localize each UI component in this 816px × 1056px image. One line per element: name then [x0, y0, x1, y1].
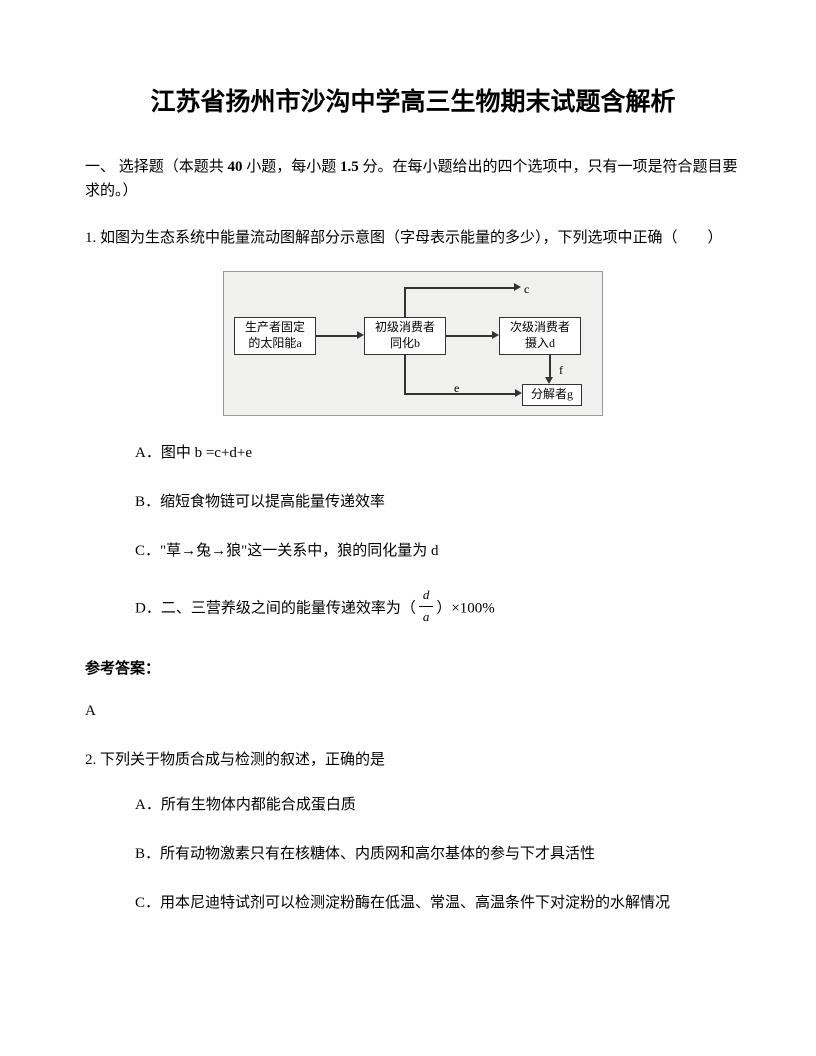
page-title: 江苏省扬州市沙沟中学高三生物期末试题含解析 — [85, 80, 741, 125]
fraction-d-over-a: da — [419, 585, 434, 628]
q1-option-d-post: ）×100% — [436, 601, 494, 617]
label-f: f — [559, 360, 563, 382]
diagram-box-decomposer: 分解者g — [522, 384, 582, 406]
answer-label: 参考答案： — [85, 656, 741, 683]
diagram-box-primary: 初级消费者 同化b — [364, 317, 446, 355]
arrowhead-e — [515, 389, 522, 397]
arrow-2 — [446, 335, 492, 337]
q1-option-d: D．二、三营养级之间的能量传递效率为（da）×100% — [135, 588, 741, 631]
section-prefix: 一、 选择题（本题共 — [85, 159, 228, 175]
q2-option-a: A．所有生物体内都能合成蛋白质 — [135, 793, 741, 817]
arrowhead-c — [514, 283, 521, 291]
q1-option-a: A．图中 b =c+d+e — [135, 441, 741, 465]
arrow-f-v — [549, 355, 551, 377]
arrow-e-h — [404, 393, 515, 395]
label-c: c — [524, 279, 529, 301]
question-1: 1. 如图为生态系统中能量流动图解部分示意图（字母表示能量的多少），下列选项中正… — [85, 223, 741, 253]
arrowhead-1 — [357, 331, 364, 339]
section-header: 一、 选择题（本题共 40 小题，每小题 1.5 分。在每小题给出的四个选项中，… — [85, 155, 741, 203]
section-score: 1.5 — [340, 159, 359, 175]
arrowhead-2 — [492, 331, 499, 339]
q1-answer: A — [85, 698, 741, 725]
diagram-box-producer: 生产者固定 的太阳能a — [234, 317, 316, 355]
arrow-e-v — [404, 355, 406, 393]
arrow-c-h — [404, 287, 514, 289]
question-1-text: 如图为生态系统中能量流动图解部分示意图（字母表示能量的多少），下列选项中正确（ … — [96, 230, 722, 246]
q1-option-b: B．缩短食物链可以提高能量传递效率 — [135, 490, 741, 514]
question-1-num: 1. — [85, 230, 96, 246]
frac-den: a — [419, 607, 434, 628]
arrowhead-f — [545, 377, 553, 384]
diagram-box-secondary: 次级消费者 摄入d — [499, 317, 581, 355]
label-e: e — [454, 378, 459, 400]
arrow-1 — [316, 335, 357, 337]
energy-flow-diagram: 生产者固定 的太阳能a 初级消费者 同化b 次级消费者 摄入d 分解者g c e… — [223, 271, 603, 416]
arrow-c-v — [404, 287, 406, 317]
question-2: 2. 下列关于物质合成与检测的叙述，正确的是 — [85, 745, 741, 775]
q1-option-c: C．"草→兔→狼"这一关系中，狼的同化量为 d — [135, 539, 741, 563]
question-2-text: 下列关于物质合成与检测的叙述，正确的是 — [96, 752, 385, 768]
q2-option-c: C．用本尼迪特试剂可以检测淀粉酶在低温、常温、高温条件下对淀粉的水解情况 — [85, 891, 741, 915]
section-mid: 小题，每小题 — [243, 159, 341, 175]
q1-option-d-pre: D．二、三营养级之间的能量传递效率为（ — [135, 601, 416, 617]
section-count: 40 — [228, 159, 243, 175]
question-2-num: 2. — [85, 752, 96, 768]
diagram-container: 生产者固定 的太阳能a 初级消费者 同化b 次级消费者 摄入d 分解者g c e… — [85, 271, 741, 416]
q2-option-b: B．所有动物激素只有在核糖体、内质网和高尔基体的参与下才具活性 — [135, 842, 741, 866]
frac-num: d — [419, 585, 434, 607]
